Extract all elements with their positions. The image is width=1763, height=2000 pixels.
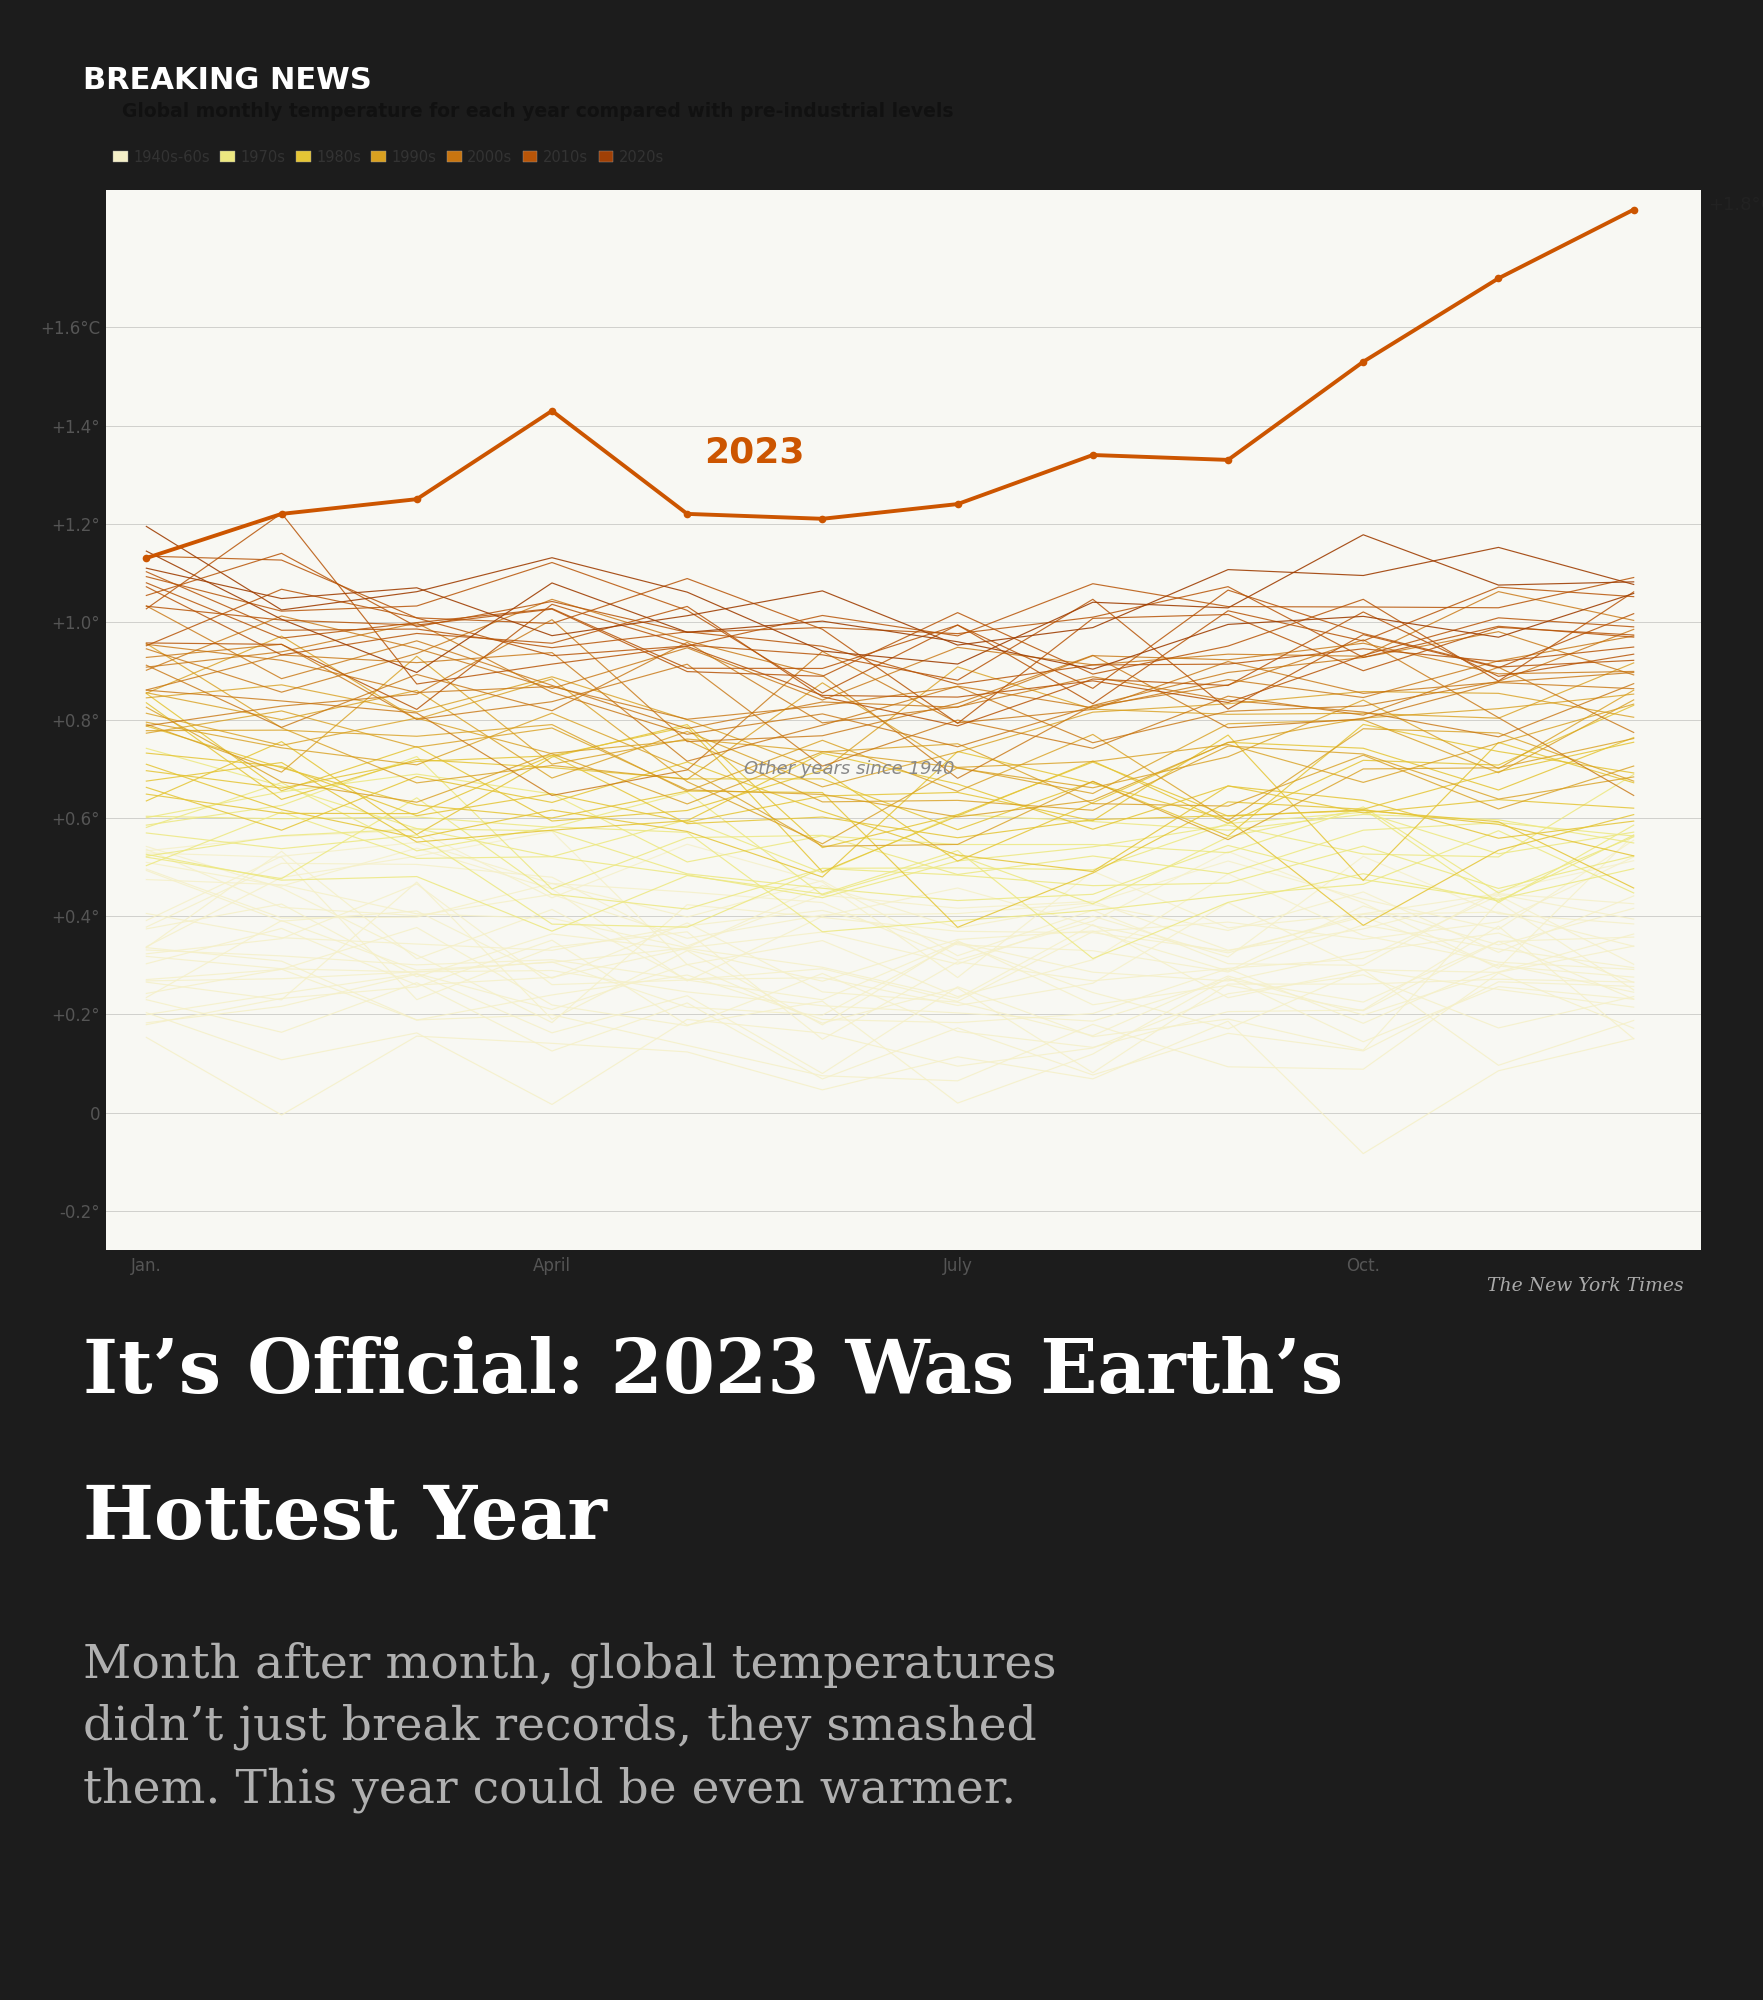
Text: 2023: 2023: [705, 436, 806, 470]
Text: +1.8°C: +1.8°C: [1708, 196, 1763, 214]
Legend: 1940s-60s, 1970s, 1980s, 1990s, 2000s, 2010s, 2020s: 1940s-60s, 1970s, 1980s, 1990s, 2000s, 2…: [113, 150, 665, 164]
Text: BREAKING NEWS: BREAKING NEWS: [83, 66, 372, 94]
Text: It’s Official: 2023 Was Earth’s: It’s Official: 2023 Was Earth’s: [83, 1336, 1343, 1410]
Text: Hottest Year: Hottest Year: [83, 1482, 606, 1554]
Text: Global monthly temperature for each year compared with pre-industrial levels: Global monthly temperature for each year…: [122, 102, 954, 122]
Text: Other years since 1940: Other years since 1940: [744, 760, 956, 778]
Text: Month after month, global temperatures
didn’t just break records, they smashed
t: Month after month, global temperatures d…: [83, 1642, 1056, 1812]
Text: The New York Times: The New York Times: [1486, 1278, 1684, 1296]
